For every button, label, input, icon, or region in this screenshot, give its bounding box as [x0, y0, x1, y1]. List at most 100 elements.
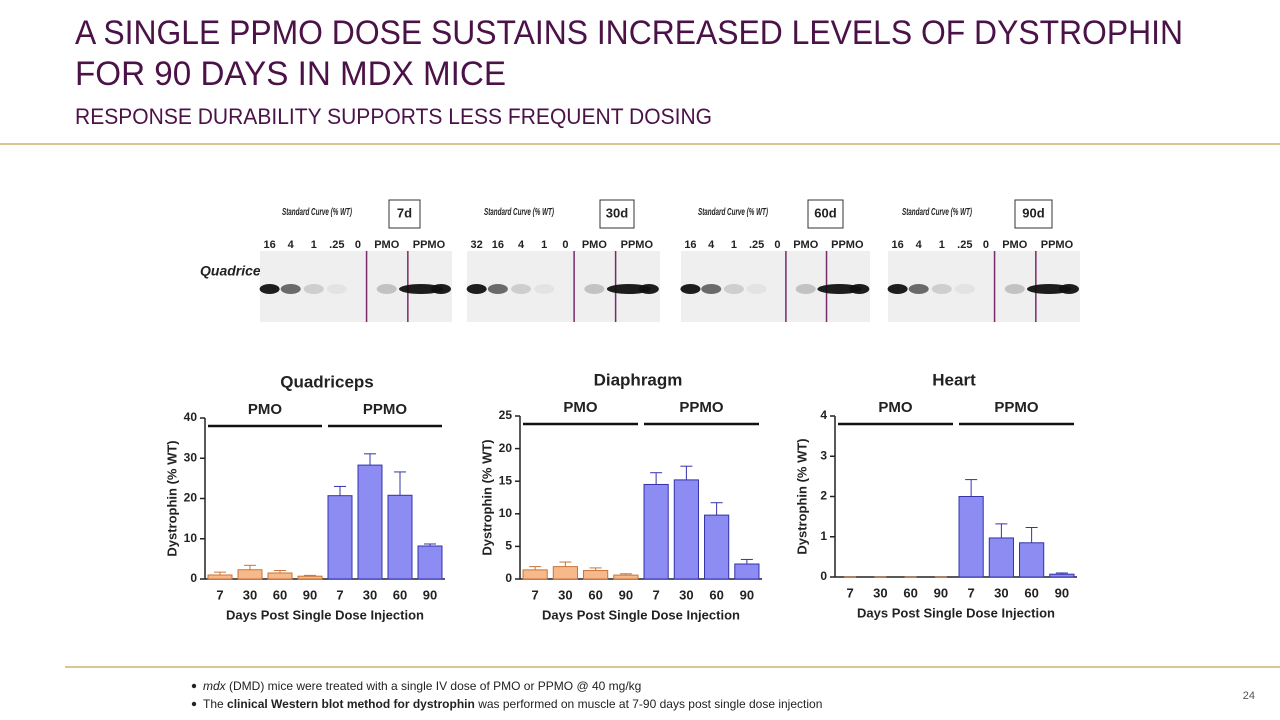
bullet-text: (DMD) mice were treated with a single IV…: [229, 679, 641, 693]
lane-label: 0: [562, 239, 568, 251]
chart-title: Diaphragm: [594, 370, 683, 389]
bar: [522, 569, 548, 580]
lane-label: .25: [957, 239, 972, 251]
y-tick-label: 10: [184, 531, 198, 545]
lane-label: .25: [749, 239, 764, 251]
lane-label: 16: [263, 239, 275, 251]
error-bar: [740, 558, 753, 565]
slide-title: A SINGLE PPMO DOSE SUSTAINS INCREASED LE…: [75, 14, 1183, 52]
error-bar: [274, 570, 286, 573]
lane-label: 1: [311, 239, 317, 251]
lane-label: PPMO: [413, 239, 446, 251]
x-tick-label: 60: [273, 587, 287, 602]
x-tick-label: 90: [1055, 585, 1069, 600]
timepoint: 7d: [397, 205, 412, 220]
error-bar: [965, 479, 978, 497]
blot-band: [887, 284, 908, 294]
blot-band: [466, 284, 487, 294]
lane-label: PMO: [374, 239, 400, 251]
y-tick-label: 20: [499, 441, 513, 455]
bar: [734, 563, 760, 580]
standard-curve-label: Standard Curve (% WT): [698, 207, 768, 218]
x-axis-label: Days Post Single Dose Injection: [226, 607, 424, 622]
blot-band: [1004, 284, 1025, 294]
blot-band: [326, 284, 347, 294]
error-bar: [244, 564, 256, 570]
lane-label: 1: [541, 239, 547, 251]
lane-label: 1: [939, 239, 945, 251]
group-label: PMO: [878, 399, 913, 416]
error-bar: [559, 561, 572, 567]
blot-band: [954, 284, 975, 294]
blot-band: [746, 284, 767, 294]
blot-band: [303, 284, 324, 294]
x-tick-label: 90: [740, 587, 754, 602]
bar: [297, 575, 323, 580]
standard-curve-label: Standard Curve (% WT): [282, 207, 352, 218]
group-label: PMO: [563, 399, 598, 416]
bar: [583, 570, 609, 580]
lane-label: 16: [684, 239, 696, 251]
error-bar: [304, 574, 316, 577]
blot-band: [280, 284, 301, 294]
error-bar: [680, 465, 693, 480]
y-tick-label: 0: [505, 571, 512, 585]
y-tick-label: 0: [820, 569, 827, 583]
bar: [327, 495, 353, 580]
error-bar: [589, 567, 602, 571]
standard-curve-label: Standard Curve (% WT): [484, 207, 554, 218]
timepoint: 30d: [606, 205, 628, 220]
y-axis-label: Dystrophin (% WT): [164, 440, 179, 556]
error-bar: [424, 543, 436, 546]
x-tick-label: 30: [243, 587, 257, 602]
error-bar: [1055, 572, 1068, 575]
bullet: The clinical Western blot method for dys…: [203, 697, 822, 711]
x-tick-label: 60: [1024, 585, 1038, 600]
x-tick-label: 60: [588, 587, 602, 602]
x-tick-label: 7: [847, 585, 854, 600]
y-tick-label: 25: [499, 408, 513, 422]
standard-curve-label: Standard Curve (% WT): [698, 207, 768, 218]
bar: [207, 574, 233, 580]
x-tick-label: 30: [994, 585, 1008, 600]
x-tick-label: 7: [336, 587, 343, 602]
blot-band: [606, 284, 651, 294]
y-tick-label: 20: [184, 491, 198, 505]
y-tick-label: 10: [499, 506, 513, 520]
y-tick-label: 4: [820, 408, 827, 422]
x-tick-label: 7: [216, 587, 223, 602]
bar: [417, 545, 443, 580]
x-axis-label: Days Post Single Dose Injection: [857, 605, 1055, 620]
bullet-dot: [191, 701, 197, 707]
timepoint-box: [1014, 199, 1053, 229]
blot-band: [376, 284, 397, 294]
bullet-text: was performed on muscle at 7-90 days pos…: [477, 697, 822, 711]
bar: [673, 479, 699, 580]
x-tick-label: 90: [619, 587, 633, 602]
bullet: mdx (DMD) mice were treated with a singl…: [203, 679, 641, 693]
error-bar: [995, 523, 1008, 538]
lane-label: PMO: [793, 239, 819, 251]
blot-band: [259, 284, 280, 294]
chart-title: Quadriceps: [280, 372, 374, 391]
blot-band: [1026, 284, 1071, 294]
x-tick-label: 7: [968, 585, 975, 600]
chart-title: Heart: [932, 370, 976, 389]
error-bar: [1025, 526, 1038, 543]
lane-label: 16: [492, 239, 504, 251]
x-tick-label: 30: [679, 587, 693, 602]
error-bar: [364, 453, 376, 466]
blot-band: [430, 284, 451, 294]
error-bar: [334, 485, 346, 496]
lane-label: 4: [518, 239, 525, 251]
blot-band: [817, 284, 862, 294]
y-tick-label: 15: [499, 473, 513, 487]
error-bar: [710, 502, 723, 516]
timepoint-box: [599, 199, 635, 229]
error-bar: [529, 566, 542, 570]
group-label: PMO: [248, 401, 283, 418]
x-tick-label: 60: [393, 587, 407, 602]
bar: [552, 566, 578, 580]
bullet-text: clinical Western blot method for dystrop…: [227, 697, 475, 711]
